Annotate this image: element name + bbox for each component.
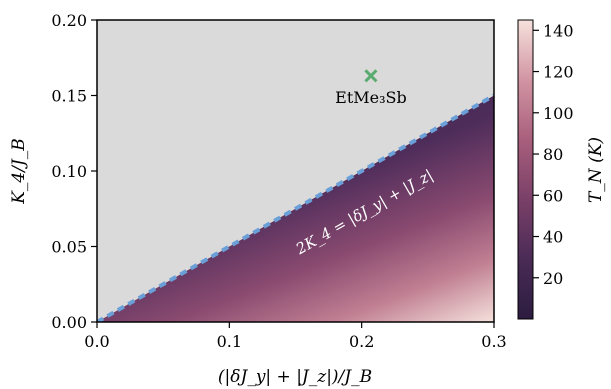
points-layer: EtMe₃Sb: [335, 69, 407, 107]
x-tick-label: 0.1: [217, 332, 242, 351]
y-axis-ticks: 0.00 0.05 0.10 0.15 0.20: [51, 11, 97, 332]
colorbar-tick-label: 100: [543, 104, 574, 123]
x-axis-label: (|δJ_y| + |J_z|)/J_B: [218, 367, 372, 387]
x-tick-label: 0.0: [84, 332, 109, 351]
colorbar-gradient: [517, 19, 534, 320]
x-tick-label: 0.3: [481, 332, 506, 351]
colorbar-tick-label: 40: [543, 228, 563, 247]
point-marker: [364, 69, 378, 83]
colorbar-tick-label: 80: [543, 145, 563, 164]
colorbar-tick-label: 20: [543, 269, 563, 288]
point-label: EtMe₃Sb: [335, 88, 407, 107]
colorbar-tick-label: 60: [543, 186, 563, 205]
y-tick-label: 0.00: [51, 313, 87, 332]
colorbar-tick-label: 120: [543, 63, 574, 82]
colorbar-tick-label: 140: [543, 21, 574, 40]
y-axis-label: K_4/J_B: [9, 138, 29, 205]
plot-area: 2K_4 = |δJ_y| + |J_z| EtMe₃Sb 0.0 0.1 0.2 0…: [9, 11, 507, 387]
y-tick-label: 0.10: [51, 162, 87, 181]
x-tick-label: 0.2: [349, 332, 374, 351]
y-tick-label: 0.15: [51, 87, 87, 106]
y-tick-label: 0.05: [51, 238, 87, 257]
boundary-line: [97, 93, 494, 322]
colorbar: 20 40 60 80 100 120 140 T_N (K): [517, 19, 606, 320]
colorbar-label: T_N (K): [586, 137, 606, 203]
colorbar-ticks: 20 40 60 80 100 120 140: [533, 21, 574, 288]
x-axis-ticks: 0.0 0.1 0.2 0.3: [84, 322, 507, 351]
y-tick-label: 0.20: [51, 11, 87, 30]
